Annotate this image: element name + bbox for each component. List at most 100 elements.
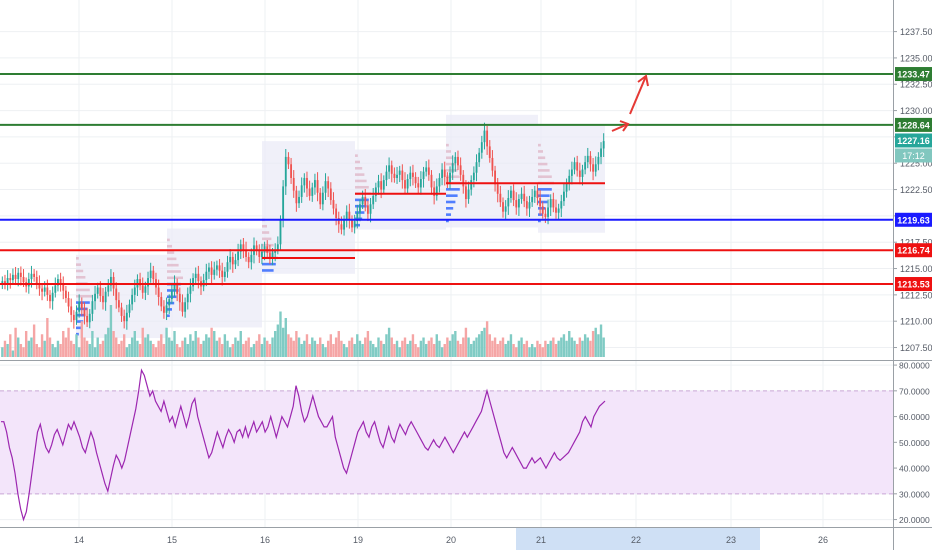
volume-bar: [496, 344, 499, 357]
candle-body: [38, 283, 41, 289]
volume-bar: [120, 340, 123, 357]
volume-bar: [144, 337, 147, 357]
profile-bar: [355, 154, 358, 157]
volume-bar: [602, 337, 605, 357]
candle-body: [475, 162, 478, 173]
candle-body: [96, 287, 99, 294]
candle-body: [557, 208, 560, 213]
candle-body: [247, 256, 250, 263]
volume-bar: [485, 321, 489, 357]
time-axis[interactable]: 14 15 16 19 20 21 22 23 26: [74, 528, 828, 550]
arrow-shaft: [629, 75, 647, 115]
profile-bar: [446, 200, 456, 204]
profile-bar: [262, 237, 272, 241]
candle-body: [276, 244, 279, 250]
profile-bar: [262, 269, 274, 272]
candle-body: [210, 267, 213, 275]
volume-bar: [366, 331, 370, 357]
volume-bar: [364, 337, 367, 357]
volume-bar: [210, 327, 213, 357]
current-price-text: 1227.16: [897, 136, 930, 146]
candle-body: [459, 165, 462, 175]
profile-bar: [262, 243, 274, 247]
volume-bar: [311, 337, 314, 357]
volume-bar: [334, 337, 338, 357]
candle-body: [192, 278, 194, 287]
volume-bar: [279, 311, 282, 357]
candle-body: [62, 284, 65, 291]
volume-bar: [422, 337, 425, 357]
candle-body: [308, 188, 311, 196]
volume-bar: [226, 340, 229, 357]
arrow-shaft: [611, 123, 629, 132]
candle-body: [157, 287, 160, 297]
candle-body: [467, 189, 470, 200]
volume-bar: [586, 337, 589, 357]
oscillator-axis[interactable]: 20.0000 30.0000 40.0000 50.0000 60.0000 70.00…: [893, 361, 930, 525]
volume-bar: [303, 340, 306, 357]
candle-body: [115, 288, 118, 301]
price-tick-label: 1222.50: [900, 185, 932, 195]
volume-bar: [43, 340, 46, 357]
candle-body: [361, 196, 364, 205]
candle-body: [419, 179, 422, 188]
osc-tick-label: 70.0000: [899, 386, 930, 396]
candle-body: [435, 186, 438, 196]
price-tick-label: 1207.50: [900, 343, 932, 353]
candle-body: [261, 251, 263, 257]
price-tick-label: 1232.50: [900, 80, 932, 90]
volume-bar: [443, 344, 446, 357]
volume-bar: [374, 347, 378, 357]
profile-bar: [167, 270, 181, 273]
volume-bar: [493, 337, 497, 357]
candle-body: [470, 180, 473, 190]
candle-body: [523, 193, 526, 202]
volume-bar: [581, 340, 584, 357]
profile-bar: [167, 263, 179, 267]
volume-bar: [438, 340, 441, 357]
candle-body: [462, 174, 465, 187]
candle-body: [239, 244, 242, 252]
volume-bar: [17, 337, 20, 357]
time-tick-label: 16: [260, 535, 270, 545]
volume-bar: [594, 327, 597, 357]
volume-bar: [462, 337, 465, 357]
volume-bar: [244, 340, 248, 357]
volume-bar: [30, 337, 33, 357]
volume-bar: [85, 340, 89, 357]
candle-body: [178, 293, 181, 303]
candle-body: [160, 296, 163, 307]
level-badge: [895, 67, 932, 82]
volume-bar: [520, 337, 523, 357]
candle-body: [176, 283, 179, 294]
price-tick-label: 1217.50: [900, 238, 932, 248]
candle-body: [345, 211, 348, 221]
candle-body: [488, 146, 491, 158]
level-badge-text: 1228.64: [897, 120, 930, 130]
volume-bar: [583, 334, 587, 357]
volume-bar: [575, 344, 579, 357]
candle-body: [565, 183, 568, 192]
candle-body: [86, 315, 89, 323]
price-tick-label: 1235.00: [900, 53, 932, 63]
candle-body: [223, 271, 226, 277]
volume-bar: [11, 350, 15, 357]
profile-bar: [76, 332, 79, 336]
candle-body: [517, 199, 520, 208]
candle-body: [41, 288, 43, 292]
candle-body: [170, 290, 173, 300]
volume-bar: [480, 331, 484, 357]
volume-bar: [67, 327, 70, 357]
volume-bar: [202, 340, 205, 357]
price-tick-label: 1215.00: [900, 264, 932, 274]
candle-body: [433, 187, 436, 196]
volume-bar: [223, 334, 227, 357]
osc-tick-label: 80.0000: [899, 361, 930, 371]
volume-bar: [560, 337, 563, 357]
candle-body: [43, 287, 46, 292]
volume-bar: [533, 347, 536, 357]
time-tick-label: 20: [446, 535, 456, 545]
candle-body: [353, 221, 356, 228]
volume-bar: [414, 344, 417, 357]
volume-bar: [568, 331, 571, 357]
